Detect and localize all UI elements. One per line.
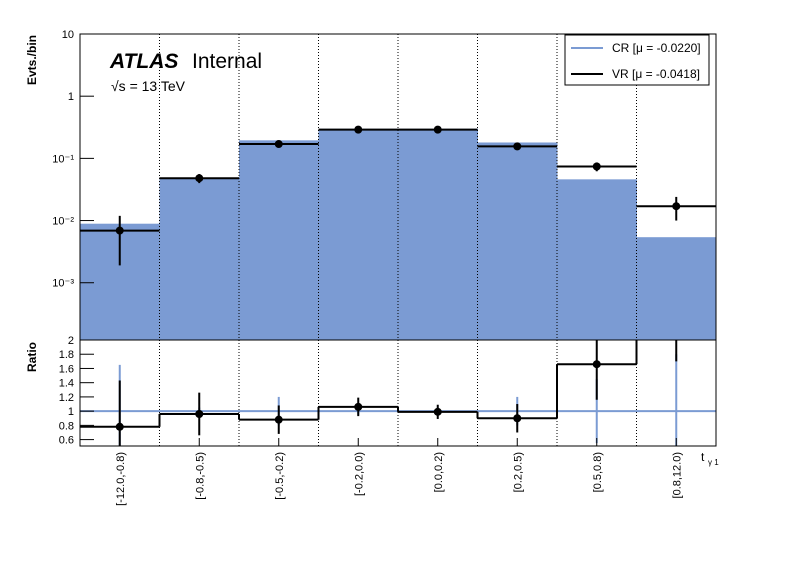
cr-bar bbox=[159, 177, 240, 340]
x-tick-label: [-0.8,-0.5) bbox=[194, 452, 206, 500]
y-tick-label: 2 bbox=[68, 335, 74, 347]
y-tick-label: 0.6 bbox=[59, 435, 74, 447]
ratio-point bbox=[115, 422, 124, 431]
ratio-point bbox=[592, 360, 601, 369]
ratio-label: Ratio bbox=[25, 342, 39, 372]
ratio-point bbox=[354, 402, 363, 411]
ratio-point bbox=[195, 409, 204, 418]
status: Internal bbox=[192, 50, 262, 73]
x-tick-label: [0.5,0.8) bbox=[592, 452, 604, 492]
cr-bar bbox=[557, 179, 637, 340]
ratio-frame bbox=[79, 339, 717, 447]
x-tick-label: [-0.2,0.0) bbox=[353, 452, 365, 496]
cr-bar bbox=[239, 140, 319, 340]
vr-point bbox=[592, 162, 601, 171]
x-tick-label: [0.2,0.5) bbox=[512, 452, 524, 492]
vr-point bbox=[115, 226, 124, 235]
x-tick-label: [0.8,12.0) bbox=[671, 452, 683, 498]
x-label-sub: γ 1 bbox=[708, 458, 719, 467]
cr-bar bbox=[318, 128, 399, 340]
vr-point bbox=[195, 174, 204, 183]
top-plot bbox=[80, 125, 716, 340]
x-tick-label: [-0.5,-0.2) bbox=[274, 452, 286, 500]
y-tick-label: 0.8 bbox=[59, 420, 74, 432]
legend-label: CR [μ = -0.0220] bbox=[612, 41, 701, 55]
energy: √s = 13 TeV bbox=[111, 78, 186, 94]
y-tick-label: 1.6 bbox=[59, 363, 74, 375]
vr-point bbox=[513, 142, 522, 151]
y-tick-label: 1.4 bbox=[59, 378, 74, 390]
y-tick-label: 1 bbox=[68, 91, 74, 103]
x-tick-label: [-12.0,-0.8) bbox=[115, 452, 127, 506]
x-tick-label: [0.0,0.2) bbox=[433, 452, 445, 492]
y-tick-label: 1 bbox=[68, 406, 74, 418]
ratio-point bbox=[274, 415, 283, 424]
x-label: t bbox=[701, 450, 705, 464]
vr-point bbox=[672, 202, 681, 211]
vr-point bbox=[274, 140, 283, 149]
y-tick-label: 1.8 bbox=[59, 349, 74, 361]
y-tick-label: 1.2 bbox=[59, 392, 74, 404]
ratio-point bbox=[433, 407, 442, 416]
y-label: Evts./bin bbox=[25, 35, 39, 85]
legend-label: VR [μ = -0.0418] bbox=[612, 67, 700, 81]
y-tick-label: 10⁻² bbox=[52, 216, 74, 228]
y-tick-label: 10 bbox=[62, 29, 74, 41]
y-tick-label: 10⁻¹ bbox=[52, 153, 74, 165]
cr-bar bbox=[636, 237, 716, 340]
legend bbox=[564, 34, 710, 86]
experiment: ATLAS bbox=[109, 50, 178, 73]
vr-point bbox=[433, 125, 442, 134]
cr-bar bbox=[477, 142, 558, 340]
ratio-point bbox=[513, 414, 522, 423]
vr-point bbox=[354, 125, 363, 134]
cr-bar bbox=[398, 128, 478, 340]
y-tick-label: 10⁻³ bbox=[52, 278, 74, 290]
